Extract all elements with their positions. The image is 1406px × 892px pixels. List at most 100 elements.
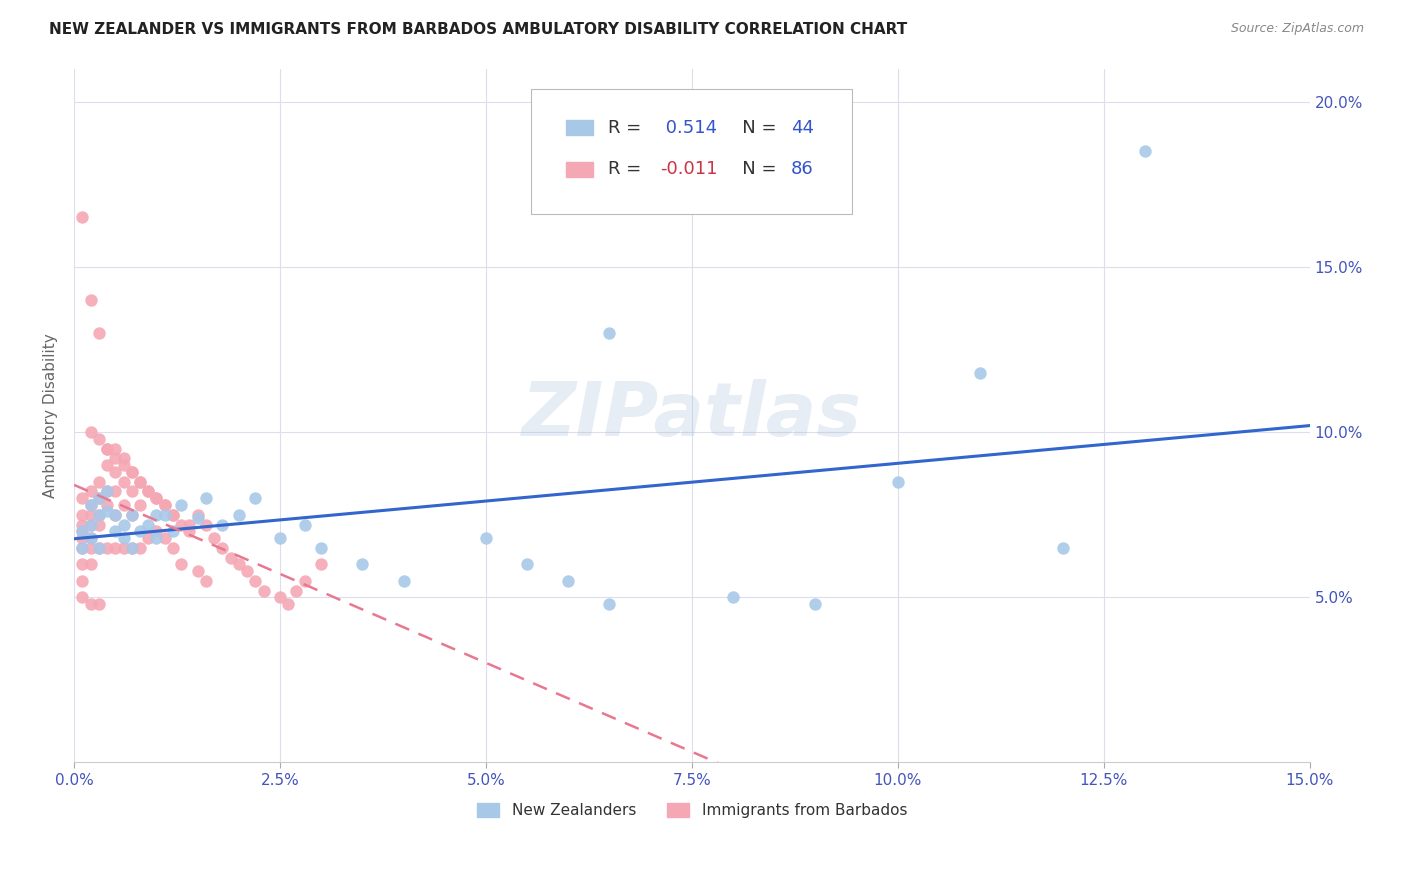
Point <box>598 597 620 611</box>
FancyBboxPatch shape <box>565 120 593 135</box>
Point <box>96 504 118 518</box>
Point <box>129 524 152 538</box>
Point <box>104 465 127 479</box>
Text: Source: ZipAtlas.com: Source: ZipAtlas.com <box>1230 22 1364 36</box>
Text: NEW ZEALANDER VS IMMIGRANTS FROM BARBADOS AMBULATORY DISABILITY CORRELATION CHAR: NEW ZEALANDER VS IMMIGRANTS FROM BARBADO… <box>49 22 907 37</box>
Point <box>112 517 135 532</box>
Point <box>87 597 110 611</box>
Point <box>245 491 267 505</box>
Point <box>79 517 101 532</box>
Point <box>236 564 259 578</box>
Text: R =: R = <box>607 161 647 178</box>
Point <box>392 574 415 588</box>
Point <box>112 458 135 472</box>
Point <box>153 531 176 545</box>
Point <box>219 550 242 565</box>
Point <box>804 597 827 611</box>
Point <box>96 484 118 499</box>
Point <box>96 484 118 499</box>
Point <box>121 541 143 555</box>
Point <box>277 597 299 611</box>
Text: N =: N = <box>725 119 783 136</box>
Point <box>72 524 94 538</box>
Point <box>87 541 110 555</box>
Point <box>72 541 94 555</box>
Text: R =: R = <box>607 119 647 136</box>
Point <box>96 498 118 512</box>
Legend: New Zealanders, Immigrants from Barbados: New Zealanders, Immigrants from Barbados <box>471 797 914 824</box>
Point <box>104 541 127 555</box>
Point <box>136 517 159 532</box>
Text: N =: N = <box>725 161 783 178</box>
Point <box>170 498 193 512</box>
Point <box>136 484 159 499</box>
Point <box>294 517 316 532</box>
Y-axis label: Ambulatory Disability: Ambulatory Disability <box>44 333 58 498</box>
Point <box>285 583 308 598</box>
Point <box>79 498 101 512</box>
FancyBboxPatch shape <box>531 89 852 214</box>
Point <box>87 432 110 446</box>
Point <box>96 442 118 456</box>
Point <box>516 557 538 571</box>
Point <box>1133 144 1156 158</box>
Point <box>269 531 291 545</box>
Point <box>104 508 127 522</box>
Point <box>145 531 167 545</box>
Point <box>72 531 94 545</box>
Point <box>162 541 184 555</box>
Point <box>136 531 159 545</box>
Point <box>79 425 101 439</box>
Point <box>179 524 201 538</box>
Point <box>87 491 110 505</box>
Point <box>72 517 94 532</box>
Point <box>96 541 118 555</box>
Point <box>121 508 143 522</box>
Point <box>129 541 152 555</box>
Point <box>79 498 101 512</box>
Point <box>352 557 374 571</box>
Point <box>72 491 94 505</box>
Point <box>87 508 110 522</box>
Point <box>228 557 250 571</box>
Point <box>79 541 101 555</box>
Point <box>87 541 110 555</box>
Point <box>112 475 135 489</box>
Point <box>79 531 101 545</box>
Point <box>179 517 201 532</box>
Point <box>121 465 143 479</box>
Text: 0.514: 0.514 <box>659 119 717 136</box>
Point <box>162 524 184 538</box>
Point <box>104 442 127 456</box>
Point <box>72 591 94 605</box>
Point <box>170 557 193 571</box>
Point <box>136 484 159 499</box>
Point <box>87 491 110 505</box>
Text: ZIPatlas: ZIPatlas <box>522 379 862 452</box>
Point <box>72 508 94 522</box>
Point <box>121 508 143 522</box>
Point <box>309 557 332 571</box>
Point <box>1052 541 1074 555</box>
Point <box>96 458 118 472</box>
Point <box>87 508 110 522</box>
Point <box>557 574 579 588</box>
Point <box>162 508 184 522</box>
Point <box>129 475 152 489</box>
Point <box>969 366 991 380</box>
Point <box>72 211 94 225</box>
Point <box>112 531 135 545</box>
Point <box>153 508 176 522</box>
Point <box>112 541 135 555</box>
Point <box>72 524 94 538</box>
Point <box>598 326 620 340</box>
Point <box>72 574 94 588</box>
Text: 44: 44 <box>790 119 814 136</box>
Point <box>153 498 176 512</box>
Point <box>211 517 233 532</box>
FancyBboxPatch shape <box>565 161 593 177</box>
Point <box>79 597 101 611</box>
Point <box>194 574 217 588</box>
Point <box>721 591 744 605</box>
Point <box>79 517 101 532</box>
